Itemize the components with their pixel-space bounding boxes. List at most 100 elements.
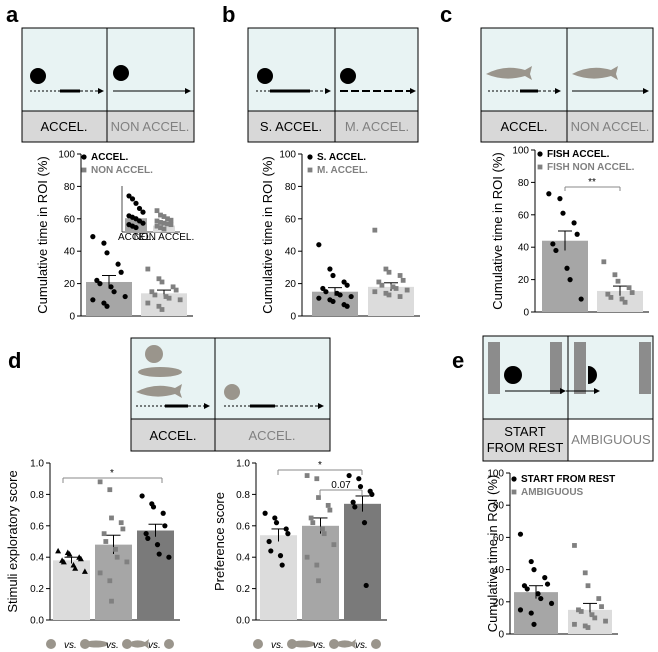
data-point xyxy=(361,520,368,526)
y-axis-label: Cumulative time in ROI (%) xyxy=(260,156,275,313)
data-point xyxy=(397,273,403,278)
data-point xyxy=(109,598,114,604)
chart-c: 0 20 40 60 80 100 Cumulative time in ROI (%) FI… xyxy=(490,146,649,319)
data-point xyxy=(386,292,392,298)
data-point xyxy=(379,282,385,288)
data-point xyxy=(404,287,410,293)
y-tick-label: 60 xyxy=(285,214,297,225)
inset-data-point xyxy=(161,226,167,232)
legend-marker xyxy=(81,154,87,160)
data-point xyxy=(166,295,172,301)
legend-entry: S. ACCEL. xyxy=(317,152,366,163)
data-point xyxy=(60,558,67,565)
y-tick-label: 0.6 xyxy=(236,521,250,532)
data-point xyxy=(626,285,632,291)
data-point xyxy=(159,307,165,312)
schematic-e-left-label-2: FROM REST xyxy=(487,440,564,455)
vs-label: vs. xyxy=(355,640,368,651)
inset-category-label: ACCEL. xyxy=(118,232,154,243)
y-tick-label: 100 xyxy=(279,150,296,161)
data-point xyxy=(352,504,358,510)
data-point xyxy=(572,621,577,627)
data-point xyxy=(273,520,280,526)
legend-entry: FISH ACCEL. xyxy=(547,149,610,160)
data-point xyxy=(268,548,274,554)
data-point xyxy=(325,502,331,508)
data-point xyxy=(337,292,343,298)
data-point xyxy=(386,269,392,275)
data-point xyxy=(108,284,114,290)
data-point xyxy=(163,294,169,299)
ellipse-icon xyxy=(84,640,108,648)
data-point xyxy=(314,562,320,568)
legend-marker xyxy=(307,167,313,173)
data-point xyxy=(542,575,548,581)
data-point xyxy=(94,277,100,283)
data-point xyxy=(330,272,336,279)
inset-data-point xyxy=(133,224,139,231)
data-point xyxy=(346,472,352,479)
data-point xyxy=(55,547,62,554)
data-point xyxy=(383,266,389,272)
data-point xyxy=(114,554,120,560)
data-point xyxy=(548,600,555,607)
data-point xyxy=(400,277,406,283)
data-point xyxy=(90,297,96,303)
data-point xyxy=(531,567,537,573)
bar xyxy=(514,592,558,634)
data-point xyxy=(162,523,168,529)
comparison-icons: vs. xyxy=(127,639,174,651)
y-tick-label: 100 xyxy=(487,469,504,480)
inset-chart: ACCEL.NON ACCEL. xyxy=(116,184,194,244)
significance-label: ** xyxy=(588,177,596,188)
data-point xyxy=(262,510,268,516)
data-point xyxy=(538,595,544,602)
y-tick-label: 20 xyxy=(64,279,76,290)
data-point xyxy=(331,542,337,548)
data-point xyxy=(327,266,333,272)
data-point xyxy=(344,282,350,288)
y-tick-label: 0 xyxy=(69,312,75,323)
legend-marker xyxy=(511,489,517,495)
data-point xyxy=(585,583,591,589)
inset-data-point xyxy=(168,222,174,228)
y-tick-label: 60 xyxy=(518,210,530,221)
data-point xyxy=(546,191,552,197)
data-point xyxy=(103,539,109,544)
data-point xyxy=(357,483,364,490)
y-tick-label: 0 xyxy=(498,630,504,641)
inset-data-point xyxy=(165,221,170,227)
y-axis-label: Cumulative time in ROI (%) xyxy=(485,475,500,632)
y-tick-label: 0.0 xyxy=(236,616,250,627)
legend-marker xyxy=(307,154,313,160)
data-point xyxy=(578,296,584,302)
data-point xyxy=(320,285,326,292)
disc-icon xyxy=(164,639,174,649)
data-point xyxy=(316,242,322,248)
data-point xyxy=(330,298,336,305)
data-point xyxy=(348,293,354,300)
y-tick-label: 20 xyxy=(493,597,505,608)
data-point xyxy=(544,581,551,587)
data-point xyxy=(567,277,573,283)
data-point xyxy=(601,259,607,265)
data-point xyxy=(517,607,524,613)
data-point xyxy=(143,531,149,537)
vs-label: vs. xyxy=(271,640,284,651)
legend-entry: FISH NON ACCEL. xyxy=(547,162,635,173)
y-tick-label: 100 xyxy=(58,150,75,161)
inset-data-point xyxy=(154,208,160,214)
inset-data-point xyxy=(161,220,167,226)
data-point xyxy=(277,553,284,559)
data-point xyxy=(608,295,614,300)
data-point xyxy=(323,289,329,295)
data-point xyxy=(304,554,310,560)
data-point xyxy=(605,291,611,297)
y-tick-label: 60 xyxy=(493,533,505,544)
inset-data-point xyxy=(140,209,146,215)
data-point xyxy=(97,479,103,485)
data-point xyxy=(574,231,580,237)
data-point xyxy=(101,240,107,246)
data-point xyxy=(316,578,321,584)
